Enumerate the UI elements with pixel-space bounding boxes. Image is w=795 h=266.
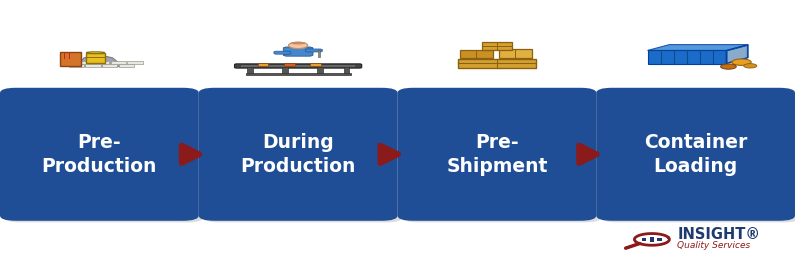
FancyBboxPatch shape [60, 52, 81, 66]
FancyBboxPatch shape [102, 64, 118, 66]
Polygon shape [76, 55, 123, 66]
Text: Pre-
Shipment: Pre- Shipment [446, 133, 548, 176]
FancyBboxPatch shape [305, 49, 323, 52]
Polygon shape [727, 46, 747, 63]
FancyBboxPatch shape [246, 73, 351, 75]
Circle shape [743, 64, 757, 68]
FancyBboxPatch shape [94, 61, 110, 64]
FancyBboxPatch shape [68, 53, 70, 59]
FancyBboxPatch shape [127, 61, 142, 64]
FancyBboxPatch shape [601, 89, 795, 222]
FancyBboxPatch shape [204, 89, 402, 222]
FancyBboxPatch shape [642, 238, 646, 241]
FancyBboxPatch shape [596, 88, 795, 221]
FancyBboxPatch shape [111, 61, 126, 64]
FancyBboxPatch shape [650, 237, 654, 242]
FancyBboxPatch shape [86, 57, 105, 58]
FancyBboxPatch shape [258, 63, 269, 66]
FancyBboxPatch shape [86, 53, 105, 63]
FancyBboxPatch shape [273, 51, 291, 54]
FancyBboxPatch shape [317, 67, 323, 74]
FancyBboxPatch shape [282, 67, 288, 74]
FancyBboxPatch shape [283, 47, 313, 56]
FancyBboxPatch shape [402, 89, 601, 222]
FancyBboxPatch shape [310, 63, 321, 66]
FancyBboxPatch shape [284, 63, 295, 66]
FancyBboxPatch shape [343, 67, 349, 74]
FancyBboxPatch shape [64, 53, 65, 59]
FancyBboxPatch shape [5, 89, 204, 222]
Circle shape [289, 42, 308, 49]
Circle shape [720, 64, 736, 69]
Ellipse shape [290, 42, 306, 44]
Text: Quality Services: Quality Services [677, 241, 750, 250]
FancyBboxPatch shape [657, 238, 662, 241]
FancyBboxPatch shape [85, 64, 101, 66]
Text: Pre-
Production: Pre- Production [41, 133, 157, 176]
FancyBboxPatch shape [458, 59, 536, 68]
FancyBboxPatch shape [118, 64, 134, 66]
FancyBboxPatch shape [247, 67, 253, 74]
Ellipse shape [86, 52, 105, 53]
Polygon shape [726, 45, 748, 64]
FancyBboxPatch shape [235, 64, 362, 68]
Text: Container
Loading: Container Loading [644, 133, 747, 176]
FancyBboxPatch shape [0, 88, 199, 221]
FancyBboxPatch shape [242, 65, 355, 67]
FancyBboxPatch shape [398, 88, 596, 221]
Polygon shape [647, 45, 748, 51]
FancyBboxPatch shape [482, 42, 512, 50]
Polygon shape [647, 51, 726, 64]
FancyBboxPatch shape [499, 49, 532, 58]
FancyBboxPatch shape [199, 88, 398, 221]
FancyBboxPatch shape [77, 61, 93, 64]
FancyBboxPatch shape [68, 64, 84, 66]
Circle shape [732, 59, 751, 65]
FancyBboxPatch shape [460, 50, 493, 58]
Text: INSIGHT®: INSIGHT® [677, 227, 760, 242]
FancyBboxPatch shape [318, 51, 320, 57]
Text: During
Production: During Production [240, 133, 356, 176]
